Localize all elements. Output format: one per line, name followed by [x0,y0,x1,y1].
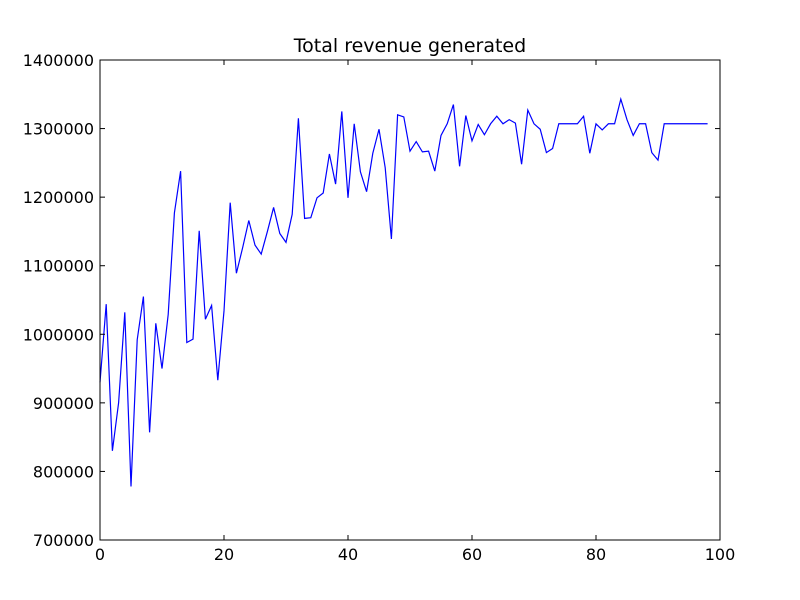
chart-title: Total revenue generated [293,35,526,57]
x-tick-label: 40 [338,545,358,564]
x-tick-label: 0 [95,545,105,564]
y-tick-label: 1300000 [23,120,94,139]
y-tick-label: 1200000 [23,188,94,207]
y-tick-label: 1000000 [23,325,94,344]
y-tick-label: 900000 [33,394,94,413]
series-line-0 [99,96,708,487]
x-tick-label: 20 [214,545,234,564]
y-tick-label: 1400000 [23,51,94,70]
axes: 0 20 40 60 80 100 700000 800000 900000 1000000 110… [23,51,736,564]
x-tick-label: 80 [586,545,606,564]
x-tick-label: 100 [705,545,736,564]
y-tick-label: 800000 [33,462,94,481]
plot-area [99,96,708,487]
x-tick-label: 60 [462,545,482,564]
y-tick-label: 700000 [33,531,94,550]
y-tick-label: 1100000 [23,257,94,276]
plot-frame [99,59,721,541]
